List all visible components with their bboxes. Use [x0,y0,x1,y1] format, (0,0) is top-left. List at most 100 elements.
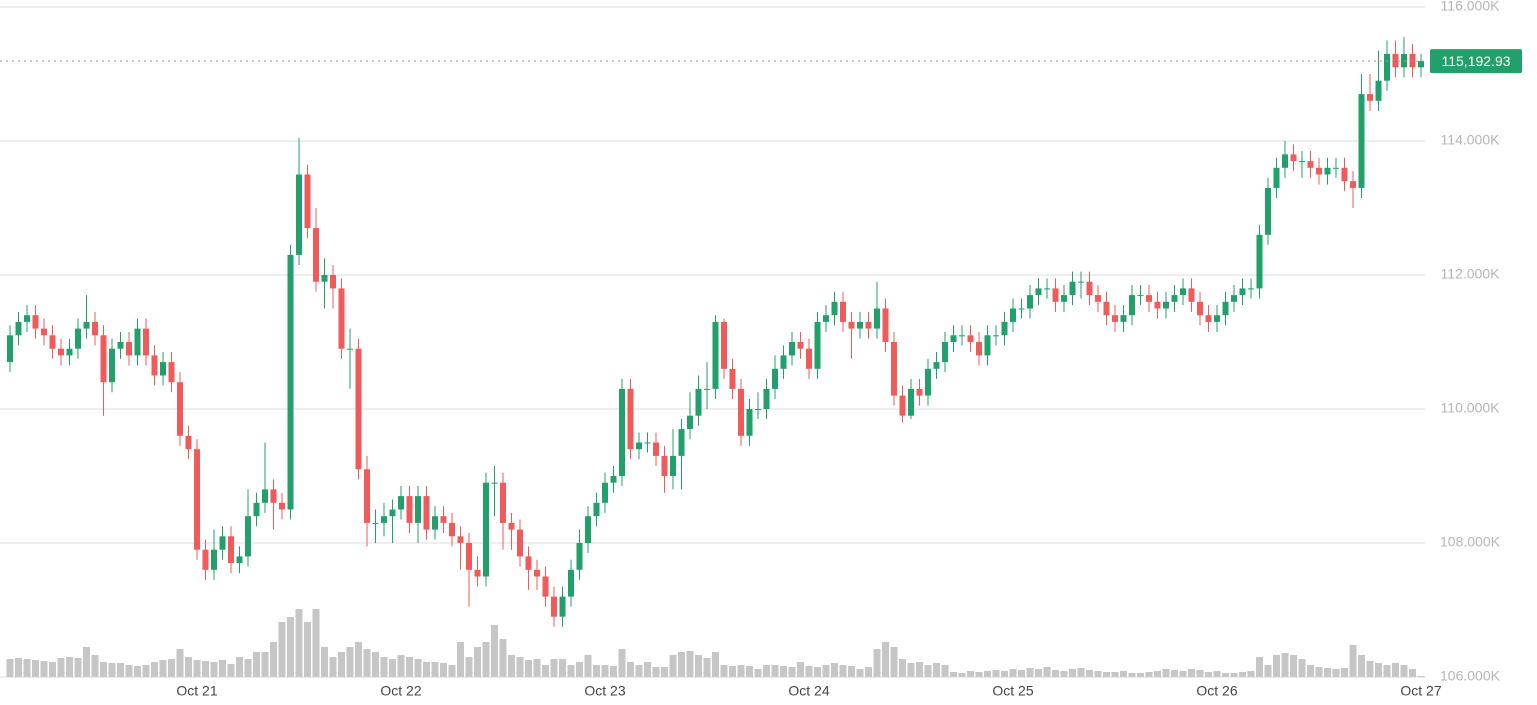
candle-body [840,301,846,322]
y-tick-label: 108.000K [1440,534,1501,550]
candle-body [1163,301,1169,309]
candle-body [746,409,753,436]
candle-body [134,328,141,356]
volume-bar [1052,670,1059,677]
candle-body [321,275,328,282]
volume-bar [933,663,940,677]
volume-bar [49,662,56,677]
candle-body [1239,288,1246,296]
volume-bar [125,665,133,677]
candle-body [1231,295,1237,302]
candle-body [41,328,47,336]
candle-body [874,308,880,329]
candle-body [304,174,311,229]
volume-bar [805,666,813,677]
volume-bar [108,663,116,677]
volume-bar [797,662,804,677]
candle-body [1299,161,1305,163]
candle-body [534,569,540,577]
volume-bar [686,651,694,677]
candle-body [933,362,940,369]
volume-bar [1222,673,1229,677]
candle-body [1392,53,1399,68]
candle-body [1222,301,1229,316]
volume-bar [295,609,303,677]
candle-body [440,516,447,523]
candle-body [1052,288,1059,302]
candle-body [1171,295,1178,302]
candle-body [865,321,872,329]
volume-bar [1324,668,1331,677]
volume-bar [1230,673,1238,677]
volume-bar [831,663,838,677]
candle-body [466,543,472,570]
volume-bar [210,662,218,677]
candle-body [491,482,498,484]
volume-bar [457,642,464,677]
volume-bar [1103,672,1110,677]
volume-bar [1281,653,1289,677]
volume-bar [1392,663,1399,677]
candle-body [1418,61,1424,68]
volume-bar [91,655,99,677]
volume-bar [1307,665,1314,677]
volume-bar [491,625,498,677]
volume-bar [363,649,371,677]
volume-bar [1256,657,1263,677]
volume-bar [142,665,150,677]
volume-bar [338,652,345,677]
candle-body [398,496,404,510]
volume-bar [1128,673,1136,677]
candle-body [1282,154,1288,168]
volume-bar [440,663,447,677]
candle-body [1010,308,1016,322]
volume-bar [958,673,966,677]
x-tick-label: Oct 25 [992,683,1033,699]
volume-bar [1060,671,1068,677]
candle-body [1409,53,1416,68]
candle-body [7,335,13,363]
candle-body [542,576,549,597]
candle-body [287,254,294,510]
volume-bar [712,652,719,677]
volume-bar [278,622,286,677]
candle-body [262,489,268,503]
volume-bar [1009,669,1017,677]
volume-bar [389,659,396,677]
volume-bar [763,665,770,677]
volume-bar [1154,671,1161,677]
candle-body [1350,181,1356,188]
candle-body [389,509,396,517]
volume-bar [1213,671,1221,677]
candle-body [899,395,906,416]
volume-bar [1111,672,1119,677]
candle-body [1273,167,1280,188]
volume-bar [941,665,949,677]
volume-bar [516,657,524,677]
volume-bar [984,671,991,677]
volume-bar [899,659,906,677]
volume-bar [950,672,957,677]
candle-body [1307,161,1314,168]
candle-body [704,388,710,390]
candle-body [1154,301,1161,309]
volume-bar [754,669,762,677]
candle-body [168,362,175,383]
volume-bar [780,666,787,677]
volume-bar [703,658,711,677]
volume-bar [873,649,881,677]
candle-body [1086,281,1093,296]
volume-bar [465,657,473,677]
candle-body [92,321,98,336]
candle-body [619,388,625,476]
candle-body [415,496,421,523]
candle-body [908,388,914,416]
volume-bar [1179,671,1187,677]
candle-body [1341,167,1348,182]
candle-body [551,596,557,617]
volume-bar [814,667,821,677]
candle-body [712,321,719,389]
volume-bar [839,665,847,677]
volume-bar [1273,655,1280,677]
